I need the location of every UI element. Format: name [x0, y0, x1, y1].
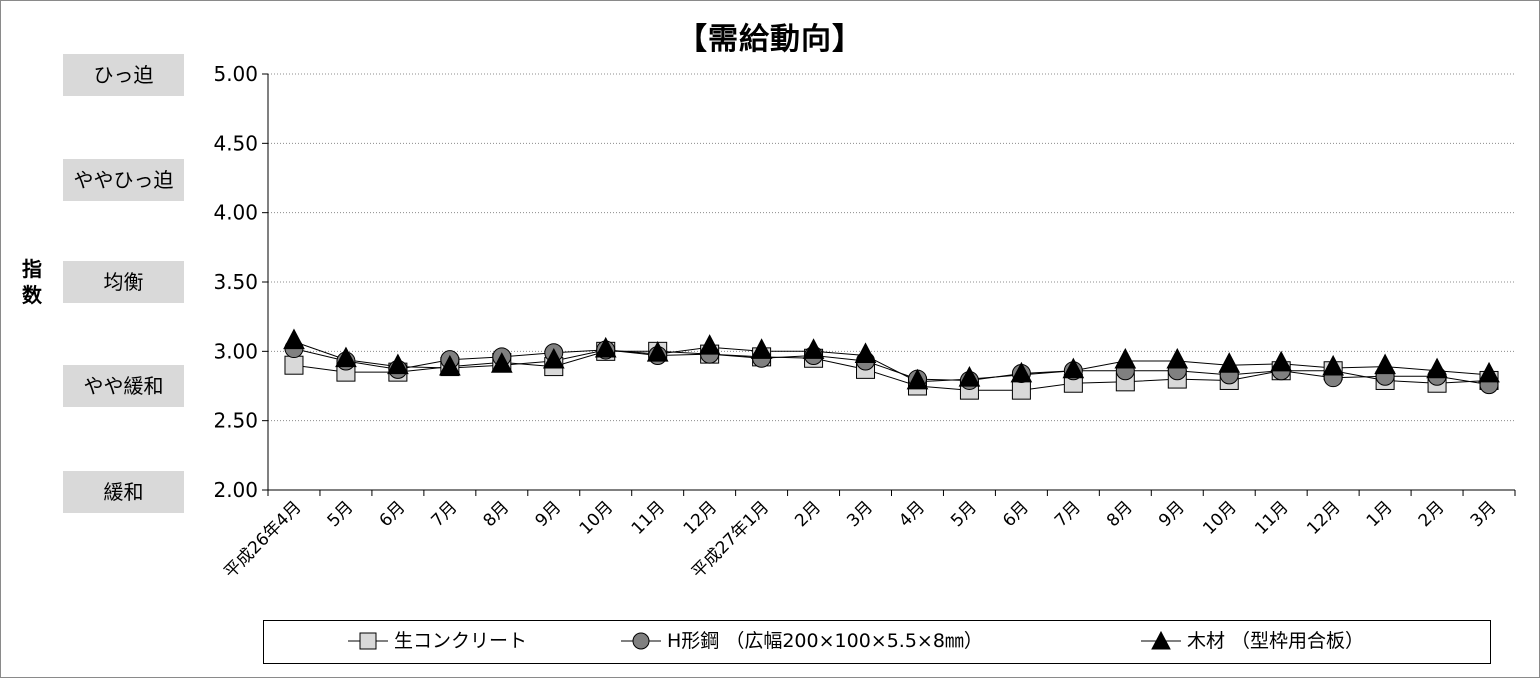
band-label-yaya-kanwa: やや緩和: [63, 365, 184, 407]
y-tick-label: 2.50: [213, 409, 258, 433]
data-point-triangle: [906, 368, 929, 390]
legend-triangle-marker-icon: [1141, 630, 1181, 650]
y-tick-label: 4.50: [213, 131, 258, 155]
y-tick-label: 4.00: [213, 201, 258, 225]
y-tick-label: 2.00: [213, 478, 258, 502]
x-tick-label: 12月: [680, 497, 721, 538]
data-point-triangle: [1426, 357, 1448, 379]
x-tick-label: 10月: [576, 497, 617, 538]
data-point-triangle: [1374, 353, 1396, 375]
data-point-triangle: [1010, 361, 1033, 383]
data-point-triangle: [439, 354, 461, 376]
band-label-kinko: 均衡: [63, 261, 184, 303]
band-label-kanwa: 緩和: [63, 471, 184, 513]
data-point-triangle: [542, 347, 565, 369]
x-tick-label: 7月: [1051, 497, 1085, 531]
data-point-triangle: [283, 328, 305, 350]
data-point-triangle: [802, 338, 825, 359]
data-point-triangle: [854, 342, 877, 363]
data-point-triangle: [490, 352, 513, 373]
x-tick-label: 4月: [895, 497, 929, 531]
legend-label-h-beam: H形鋼 （広幅200×100×5.5×8㎜）: [667, 630, 983, 652]
x-tick-label: 3月: [843, 497, 877, 531]
series-line-triangle: [293, 341, 1490, 383]
band-label-yaya-hippaku: ややひっ迫: [63, 159, 184, 201]
x-tick-label: 9月: [531, 497, 565, 531]
x-tick-label: 6月: [376, 497, 410, 531]
legend-label-timber: 木材 （型枠用合板）: [1187, 630, 1365, 652]
x-tick-label: 平成26年4月: [220, 497, 305, 582]
data-point-triangle: [1478, 361, 1500, 383]
series-line-square: [293, 350, 1490, 391]
legend-circle-marker-icon: [621, 632, 661, 650]
chart-title: 【需給動向】: [677, 22, 863, 57]
data-point-triangle: [958, 365, 981, 387]
legend-label-concrete: 生コンクリート: [394, 630, 528, 652]
x-tick-label: 9月: [1155, 497, 1189, 531]
x-tick-label: 8月: [480, 497, 514, 531]
y-axis-title: 指数: [22, 257, 42, 307]
data-point-triangle: [335, 346, 357, 368]
x-tick-label: 10月: [1199, 497, 1240, 538]
data-point-triangle: [387, 353, 409, 375]
data-point-triangle: [1218, 352, 1241, 373]
legend-square-marker-icon: [348, 632, 388, 650]
data-point-triangle: [1322, 354, 1344, 376]
band-label-hippaku: ひっ迫: [63, 54, 184, 96]
data-point-square: [1011, 380, 1031, 400]
legend: 生コンクリート H形鋼 （広幅200×100×5.5×8㎜） 木材 （型枠用合板…: [263, 620, 1491, 664]
x-tick-label: 2月: [791, 497, 825, 531]
y-tick-label: 5.00: [213, 62, 258, 86]
y-tick-label: 3.00: [213, 339, 258, 363]
data-point-triangle: [1114, 347, 1137, 369]
x-tick-label: 6月: [999, 497, 1033, 531]
data-point-triangle: [1166, 347, 1189, 369]
x-tick-label: 12月: [1303, 497, 1344, 538]
data-point-triangle: [750, 338, 773, 359]
x-tick-label: 7月: [428, 497, 462, 531]
data-point-triangle: [1062, 357, 1085, 379]
data-point-triangle: [646, 341, 669, 362]
x-tick-label: 3月: [1467, 497, 1501, 531]
x-tick-label: 2月: [1415, 497, 1449, 531]
x-tick-label: 11月: [1251, 497, 1292, 538]
x-tick-label: 8月: [1103, 497, 1137, 531]
data-point-triangle: [1270, 350, 1293, 372]
x-tick-label: 1月: [1363, 497, 1397, 531]
x-tick-label: 5月: [947, 497, 981, 531]
data-point-square: [284, 355, 304, 375]
data-point-triangle: [594, 336, 617, 358]
x-tick-label: 5月: [324, 497, 358, 531]
x-tick-label: 11月: [628, 497, 669, 538]
data-point-triangle: [698, 334, 721, 355]
y-tick-label: 3.50: [213, 270, 258, 294]
